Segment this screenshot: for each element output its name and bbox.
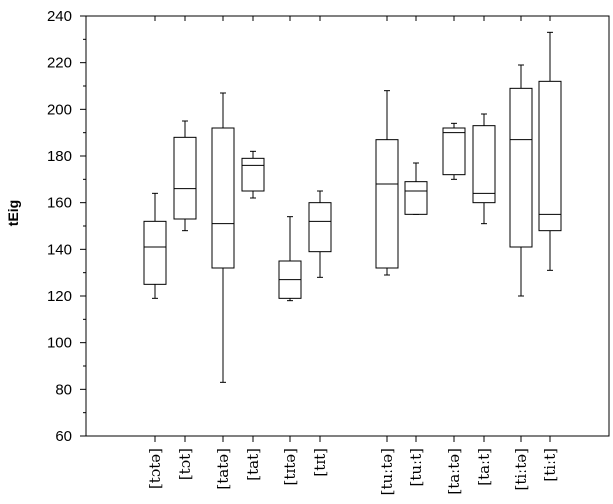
x-axis-labels: [tɔtə] [tɔt] [tatə] [tat] [tɪtə] [tɪt] [tuːtə]…: [146, 448, 559, 495]
box-1: [143, 192, 167, 299]
x-category-label: [tɪt]: [311, 448, 329, 477]
x-category-label: [tiːt]: [541, 448, 559, 482]
y-tick-label: 120: [47, 288, 72, 305]
y-tick-label: 80: [55, 381, 72, 398]
iqr-box: [538, 80, 562, 232]
x-category-label: [tɔt]: [176, 448, 194, 480]
iqr-box: [375, 139, 399, 269]
box-9: [442, 122, 466, 180]
box-11: [509, 64, 533, 297]
box-7: [375, 90, 399, 276]
iqr-box: [211, 127, 235, 269]
y-tick-label: 60: [55, 428, 72, 445]
x-category-label: [taːtə]: [445, 448, 463, 495]
y-tick-label: 240: [47, 8, 72, 25]
box-5: [278, 216, 302, 302]
box-10: [472, 113, 496, 225]
iqr-box: [143, 220, 167, 285]
x-category-label: [tiːtə]: [512, 448, 530, 491]
box-8: [404, 162, 428, 215]
iqr-box: [308, 202, 332, 253]
x-category-label: [tuːt]: [407, 448, 425, 486]
x-category-label: [tat]: [244, 448, 262, 481]
x-category-label: [tatə]: [214, 448, 232, 490]
y-tick-label: 140: [47, 241, 72, 258]
x-category-label: [tɔtə]: [146, 448, 164, 489]
box-2: [173, 120, 197, 232]
iqr-box: [404, 181, 428, 215]
y-tick-label: 180: [47, 148, 72, 165]
x-category-label: [taːt]: [475, 448, 493, 486]
iqr-box: [472, 125, 496, 204]
box-series: [143, 31, 562, 383]
y-tick-label: 100: [47, 335, 72, 352]
y-tick-label: 220: [47, 55, 72, 72]
y-tick-label: 160: [47, 195, 72, 212]
iqr-box: [173, 136, 197, 220]
box-3: [211, 92, 235, 383]
y-axis: 60 80 100 120 140 160 180 200 220 240: [47, 8, 86, 445]
iqr-box: [442, 127, 466, 176]
y-axis-title: tEig: [5, 200, 21, 226]
x-category-label: [tɪtə]: [281, 448, 299, 485]
iqr-box: [509, 87, 533, 248]
x-category-label: [tuːtə]: [378, 448, 396, 495]
box-12: [538, 31, 562, 271]
box-4: [241, 150, 265, 199]
y-tick-label: 200: [47, 101, 72, 118]
box-6: [308, 190, 332, 278]
x-axis-ticks: [154, 16, 551, 442]
iqr-box: [241, 157, 265, 192]
